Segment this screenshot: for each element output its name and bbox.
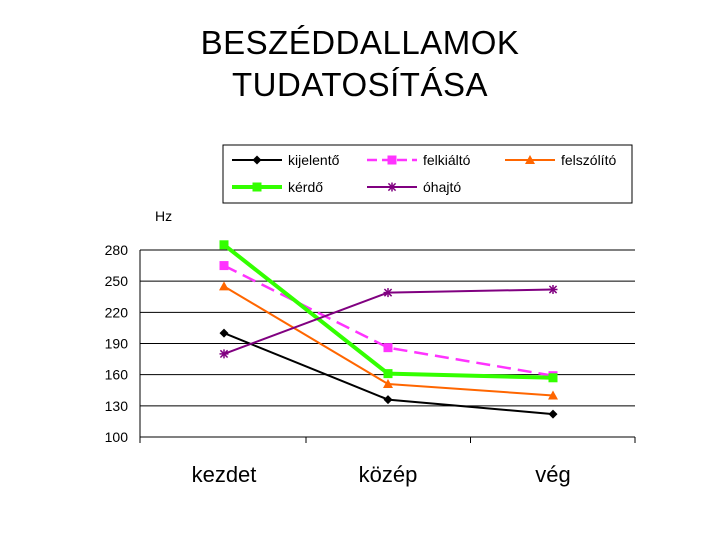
series-line-kérdő [222,243,554,380]
y-tick-label-280: 280 [105,242,129,258]
point-felszólító-kezdet [219,281,229,291]
point-kijelentő-közép [383,395,393,405]
x-category-label-közép: közép [359,462,418,487]
point-kérdő-kezdet [219,240,229,250]
legend-label-kérdő: kérdő [288,179,323,195]
series-line-felkiáltó [223,264,554,377]
legend-marker-kérdő [252,182,262,192]
legend-marker-felszólító [525,155,535,164]
legend-marker-kijelentő [252,155,262,165]
point-kijelentő-kezdet [219,328,229,338]
point-kijelentő-vég [548,409,558,419]
y-tick-label-220: 220 [105,304,129,320]
point-kérdő-vég [548,373,558,383]
point-felszólító-közép [383,379,393,389]
point-felszólító-vég [548,390,558,400]
y-tick-label-130: 130 [105,398,129,414]
point-óhajtó-kezdet [219,349,229,359]
point-kérdő-közép [383,369,393,379]
point-felkiáltó-kezdet [219,261,229,271]
slide-title-line-1: BESZÉDDALLAMOK [200,24,520,61]
x-category-label-vég: vég [535,462,570,487]
legend-label-felszólító: felszólító [561,152,616,168]
slide-title: BESZÉDDALLAMOK TUDATOSÍTÁSA [0,22,720,106]
y-tick-label-250: 250 [105,273,129,289]
y-axis-label: Hz [155,208,172,224]
legend-box [222,144,633,204]
slide-title-line-2: TUDATOSÍTÁSA [232,66,488,103]
legend-label-óhajtó: óhajtó [423,179,461,195]
legend-marker-felkiáltó [387,155,397,165]
y-tick-label-100: 100 [105,429,129,445]
legend-label-kijelentő: kijelentő [288,152,340,168]
y-tick-label-190: 190 [105,336,129,352]
point-óhajtó-közép [383,288,393,298]
point-felkiáltó-közép [383,343,393,353]
point-óhajtó-vég [548,284,558,294]
y-tick-label-160: 160 [105,367,129,383]
x-category-label-kezdet: kezdet [192,462,257,487]
series-line-felszólító [223,285,554,397]
legend-label-felkiáltó: felkiáltó [423,152,471,168]
legend-marker-óhajtó [387,182,397,192]
